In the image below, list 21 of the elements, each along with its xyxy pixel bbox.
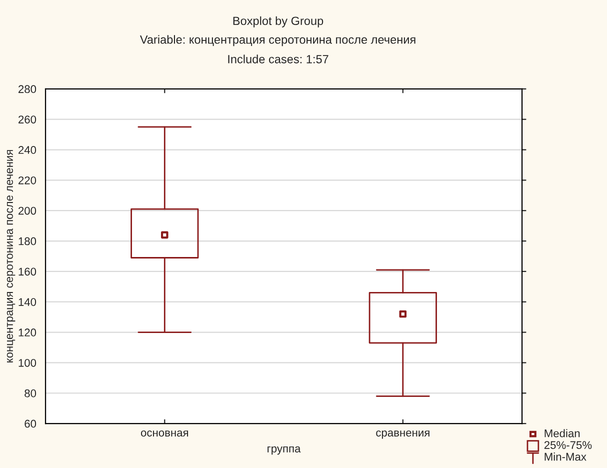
y-tick-label: 280 bbox=[18, 85, 36, 94]
text: Min-Max bbox=[544, 452, 586, 461]
x-tick-label: сравнения bbox=[376, 430, 430, 439]
text: Median bbox=[544, 429, 580, 438]
y-tick-label: 180 bbox=[18, 237, 36, 246]
y-tick-label: 220 bbox=[18, 176, 36, 184]
y-tick-label: 60 bbox=[24, 420, 36, 428]
x-tick-label: основная bbox=[140, 430, 188, 437]
y-tick-label: 200 bbox=[18, 206, 36, 215]
y-tick-label: 260 bbox=[18, 116, 36, 124]
y-tick-label: 80 bbox=[24, 389, 36, 398]
y-tick-label: 240 bbox=[18, 146, 36, 154]
y-tick-label: 100 bbox=[18, 358, 36, 367]
chart-subtitle: Variable: концентрация серотонина после лечения Include cases: 1:57 bbox=[140, 35, 416, 64]
y-axis-title: концентрация серотонина после лечения bbox=[6, 150, 16, 362]
y-tick-label: 140 bbox=[18, 298, 36, 306]
text: 25%-75% bbox=[544, 441, 592, 449]
y-tick-label: 160 bbox=[18, 268, 36, 276]
chart-title: Boxplot by Group bbox=[233, 16, 324, 28]
y-tick-label: 120 bbox=[18, 328, 36, 336]
x-axis-title: группа bbox=[268, 446, 301, 455]
